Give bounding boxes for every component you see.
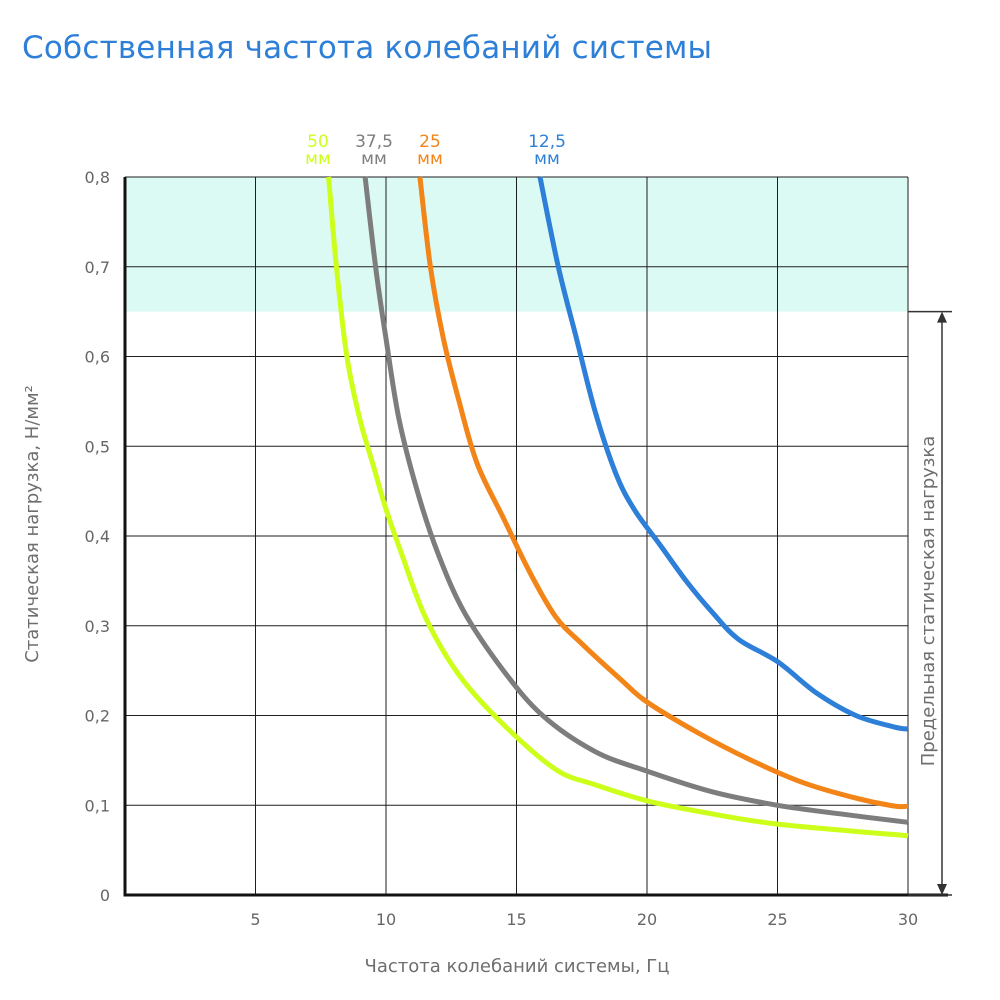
x-tick-labels: 5 10 15 20 25 30 (250, 910, 918, 929)
series-label-50: 50 (307, 132, 329, 152)
limit-band-label: Предельная статическая нагрузка (918, 436, 939, 766)
series-lines (326, 176, 909, 839)
y-tick-labels: 0 0,1 0,2 0,3 0,4 0,5 0,6 0,7 0,8 (85, 168, 110, 905)
series-line-50 (326, 176, 909, 839)
y-tick-label-0,8: 0,8 (85, 168, 110, 187)
axes (123, 177, 948, 897)
series-line-37-5 (362, 176, 909, 825)
series-line-25 (417, 176, 909, 810)
x-axis-label: Частота колебаний системы, Гц (365, 956, 670, 977)
y-tick-label-0,5: 0,5 (85, 437, 110, 456)
x-tick-label-5: 5 (250, 910, 260, 929)
series-unit-12-5: мм (534, 149, 560, 169)
series-unit-37-5: мм (361, 149, 387, 169)
y-tick-label-0: 0 (100, 886, 110, 905)
series-label-37-5: 37,5 (355, 132, 393, 152)
y-tick-label-0,1: 0,1 (85, 796, 110, 815)
limit-arrow-head-bottom (937, 884, 947, 895)
y-tick-label-0,4: 0,4 (85, 527, 110, 546)
series-label-12-5: 12,5 (528, 132, 566, 152)
x-tick-label-15: 15 (506, 910, 526, 929)
y-tick-label-0,3: 0,3 (85, 617, 110, 636)
series-label-25: 25 (419, 132, 441, 152)
y-tick-label-0,6: 0,6 (85, 348, 110, 367)
limit-arrow-head-top (937, 311, 947, 323)
x-tick-label-30: 30 (898, 910, 918, 929)
x-tick-label-10: 10 (376, 910, 396, 929)
limit-marker (908, 310, 952, 896)
series-line-12-5 (537, 176, 909, 732)
y-tick-label-0,2: 0,2 (85, 707, 110, 726)
y-axis-label: Статическая нагрузка, Н/мм² (22, 385, 43, 663)
y-tick-label-0,7: 0,7 (85, 258, 110, 277)
series-unit-50: мм (305, 149, 331, 169)
x-tick-label-20: 20 (637, 910, 657, 929)
chart-title: Собственная частота колебаний системы (22, 30, 713, 66)
x-tick-label-25: 25 (767, 910, 787, 929)
series-unit-25: мм (417, 149, 443, 169)
